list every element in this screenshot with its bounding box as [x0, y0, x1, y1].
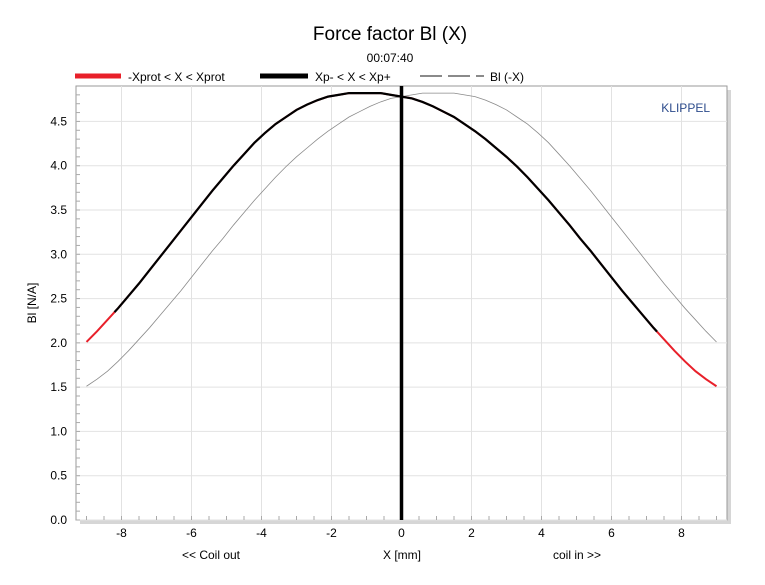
- y-tick-label: 2.5: [50, 292, 67, 306]
- y-tick-label: 3.0: [50, 247, 67, 261]
- coil-in-label: coil in >>: [553, 548, 601, 562]
- coil-out-label: << Coil out: [182, 548, 241, 562]
- legend-label-xprot: -Xprot < X < Xprot: [128, 70, 225, 84]
- x-axis-label: X [mm]: [383, 548, 421, 562]
- series-xp-line: [113, 91, 658, 333]
- y-tick-label: 0.5: [50, 469, 67, 483]
- x-tick-label: 4: [538, 526, 545, 540]
- y-axis-label: Bl [N/A]: [25, 283, 39, 324]
- y-tick-label: 1.5: [50, 380, 67, 394]
- y-tick-labels: 0.0 0.5 1.0 1.5 2.0 2.5 3.0 3.5 4.0 4.5: [50, 114, 67, 527]
- legend: -Xprot < X < Xprot Xp- < X < Xp+ Bl (-X): [75, 70, 524, 84]
- x-tick-label: 2: [468, 526, 475, 540]
- legend-label-xp: Xp- < X < Xp+: [315, 70, 391, 84]
- y-tick-label: 1.0: [50, 424, 67, 438]
- curves: [85, 86, 718, 520]
- x-tick-label: 6: [608, 526, 615, 540]
- chart-title: Force factor Bl (X): [313, 24, 467, 45]
- y-tick-label: 3.5: [50, 203, 67, 217]
- y-tick-label: 4.5: [50, 114, 67, 128]
- klippel-watermark: KLIPPEL: [661, 101, 710, 115]
- x-tick-label: -4: [256, 526, 267, 540]
- x-tick-label: -8: [116, 526, 127, 540]
- x-tick-label: -6: [186, 526, 197, 540]
- x-tick-label: 0: [398, 526, 405, 540]
- y-tick-label: 2.0: [50, 336, 67, 350]
- x-tick-labels: -8 -6 -4 -2 0 2 4 6 8: [116, 526, 685, 540]
- y-tick-label: 4.0: [50, 159, 67, 173]
- minor-ticks: [76, 94, 717, 521]
- legend-label-mirror: Bl (-X): [490, 70, 524, 84]
- chart-subtitle: 00:07:40: [367, 51, 414, 65]
- y-tick-label: 0.0: [50, 513, 67, 527]
- x-tick-label: -2: [326, 526, 337, 540]
- x-tick-label: 8: [678, 526, 685, 540]
